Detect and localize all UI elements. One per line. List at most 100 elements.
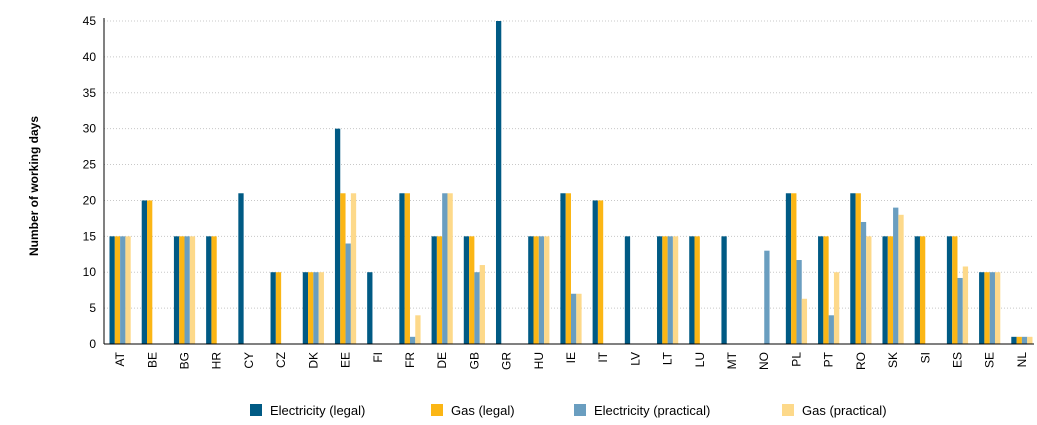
bar-lt-3 — [672, 236, 679, 344]
bar-sk-2 — [893, 207, 899, 344]
bar-de-1 — [436, 236, 443, 344]
x-tick-label: RO — [854, 352, 868, 370]
bar-ee-2 — [345, 243, 351, 344]
y-tick-label: 45 — [83, 14, 97, 28]
bar-dk-3 — [318, 272, 324, 344]
x-tick-label: BE — [145, 352, 159, 368]
bar-es-1 — [952, 236, 958, 344]
y-tick-label: 35 — [83, 86, 97, 100]
bar-bg-0 — [173, 236, 180, 344]
bar-si-1 — [919, 236, 926, 344]
bar-bg-1 — [179, 236, 185, 344]
y-tick-label: 25 — [83, 158, 97, 172]
bar-sk-0 — [882, 236, 888, 344]
bar-hu-0 — [528, 236, 534, 344]
x-tick-label: BG — [178, 352, 192, 369]
bar-pt-3 — [833, 272, 840, 344]
bar-lv-0 — [624, 236, 631, 344]
bar-ro-1 — [855, 193, 861, 344]
bar-lt-0 — [657, 236, 663, 344]
bar-ee-0 — [334, 128, 341, 344]
bar-at-3 — [125, 236, 131, 344]
bar-hu-3 — [544, 236, 550, 344]
bar-mt-0 — [721, 236, 727, 344]
bar-de-3 — [447, 193, 453, 344]
legend-label: Electricity (practical) — [594, 403, 710, 418]
x-tick-label: CY — [242, 352, 256, 369]
bar-de-0 — [431, 236, 437, 344]
bar-lt-1 — [662, 236, 668, 344]
bar-gb-2 — [474, 272, 480, 344]
x-tick-label: DE — [435, 352, 449, 369]
x-tick-label: FI — [371, 352, 385, 363]
axes — [103, 18, 1034, 345]
bar-cz-0 — [270, 272, 276, 344]
x-tick-label: LT — [661, 351, 675, 365]
y-tick-label: 10 — [83, 265, 97, 279]
y-tick-labels: 0 5 10 15 20 25 30 35 40 45 — [83, 14, 97, 351]
bar-dk-0 — [302, 272, 309, 344]
bar-pt-1 — [823, 236, 829, 344]
bar-ee-3 — [350, 193, 357, 344]
x-tick-label: IT — [596, 351, 610, 362]
bar-gb-3 — [479, 265, 485, 344]
x-tick-label: SK — [886, 352, 900, 368]
legend-label: Gas (practical) — [802, 403, 887, 418]
bar-ie-3 — [576, 293, 582, 344]
x-tick-label: LV — [628, 352, 642, 366]
x-tick-label: SE — [983, 352, 997, 368]
bar-dk-1 — [308, 272, 314, 344]
legend-swatch — [782, 404, 794, 416]
bar-fr-3 — [415, 315, 421, 344]
bar-hr-0 — [206, 236, 212, 344]
bar-ro-3 — [866, 236, 872, 344]
legend-label: Electricity (legal) — [270, 403, 365, 418]
bar-pt-0 — [818, 236, 824, 344]
bar-at-1 — [114, 236, 121, 344]
bar-se-3 — [994, 272, 1001, 344]
x-tick-label: CZ — [274, 352, 288, 368]
legend-label: Gas (legal) — [451, 403, 515, 418]
x-tick-label: MT — [725, 351, 739, 369]
bar-nl-0 — [1011, 336, 1017, 344]
bar-lu-0 — [689, 236, 695, 344]
x-tick-label: HR — [210, 352, 224, 370]
bar-gr-0 — [495, 21, 502, 344]
bar-pt-2 — [828, 315, 834, 344]
bar-it-0 — [592, 200, 598, 344]
x-tick-label: PL — [789, 352, 803, 367]
bar-cy-0 — [238, 193, 244, 344]
bar-hu-2 — [538, 236, 545, 344]
x-tick-label: DK — [306, 352, 320, 369]
bar-no-2 — [764, 250, 770, 344]
x-tick-label: HU — [532, 352, 546, 369]
bar-es-3 — [962, 266, 969, 344]
x-tick-label: NO — [757, 352, 771, 370]
bar-nl-3 — [1027, 336, 1033, 344]
x-tick-label: EE — [339, 352, 353, 368]
bar-ie-0 — [560, 193, 566, 344]
bar-ro-2 — [860, 221, 867, 344]
bar-hu-1 — [533, 236, 539, 344]
bar-at-2 — [120, 236, 126, 344]
bar-se-1 — [984, 272, 990, 344]
bar-hr-1 — [211, 236, 217, 344]
bar-it-1 — [597, 200, 604, 344]
y-axis-label: Number of working days — [27, 116, 41, 256]
x-tick-label: GR — [500, 352, 514, 370]
y-tick-label: 30 — [83, 122, 97, 136]
y-tick-label: 40 — [83, 50, 97, 64]
bar-cz-1 — [275, 272, 282, 344]
y-tick-label: 5 — [89, 301, 96, 315]
x-tick-label: SI — [918, 352, 932, 363]
bar-pl-0 — [785, 193, 792, 344]
x-tick-labels: AT BE BG HR CY CZ DK EE FI FR DE GB GR HU IE IT LV LT LU MT… — [113, 351, 1029, 370]
bar-lu-1 — [694, 236, 700, 344]
bar-es-0 — [946, 236, 953, 344]
bar-gb-0 — [463, 236, 470, 344]
bar-fr-2 — [409, 336, 416, 344]
bar-pl-1 — [791, 193, 797, 344]
bar-dk-2 — [313, 272, 319, 344]
bar-de-2 — [442, 193, 448, 344]
